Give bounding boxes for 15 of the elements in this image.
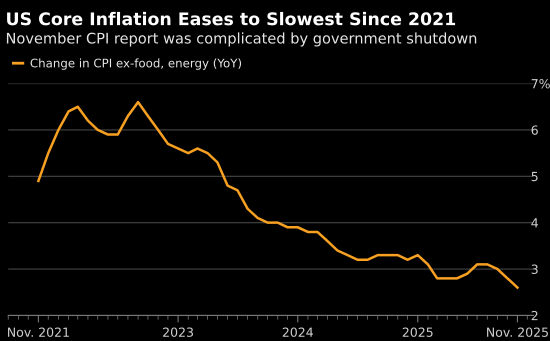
legend-label: Change in CPI ex-food, energy (YoY)	[30, 58, 242, 70]
x-tick-label: 2024	[282, 327, 313, 337]
x-tick-label: Nov. 2021	[8, 327, 69, 337]
x-tick-label: 2023	[163, 327, 193, 337]
y-tick-label: 7%	[532, 79, 550, 88]
y-tick-label: 3	[532, 264, 538, 274]
chart-subtitle: November CPI report was complicated by government shutdown	[6, 32, 476, 47]
chart-title: US Core Inflation Eases to Slowest Since 2021	[7, 12, 456, 26]
y-tick-label: 2	[532, 310, 538, 320]
y-tick-label: 4	[531, 218, 538, 228]
x-tick-label: Nov. 2025	[487, 327, 548, 337]
y-tick-label: 5	[532, 172, 538, 182]
y-tick-label: 6	[532, 125, 538, 135]
line-series	[37, 100, 519, 289]
x-tick-label: 2025	[402, 327, 433, 337]
